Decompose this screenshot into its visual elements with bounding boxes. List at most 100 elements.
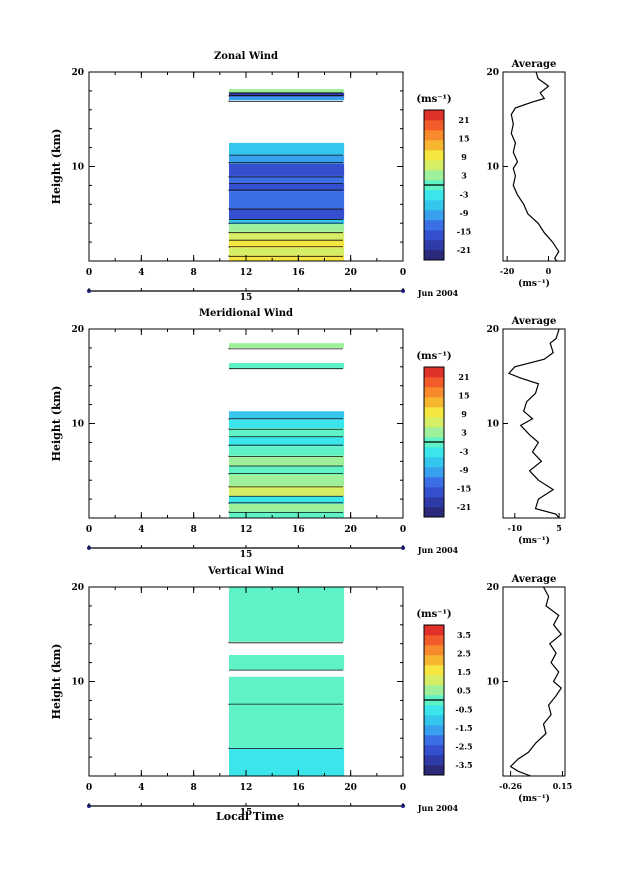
profile-y-tick-label: 20 [486, 325, 499, 335]
colorbar-swatch [424, 625, 444, 636]
heatmap-band [228, 747, 345, 776]
profile-x-tick-label: -10 [508, 523, 523, 533]
profile-title: Average [511, 574, 557, 585]
profile-frame [502, 71, 566, 262]
y-axis-label: Height (km) [50, 644, 63, 720]
heatmap-band [228, 446, 345, 456]
heatmap-band [228, 587, 345, 642]
contour-line [228, 444, 343, 447]
heatmap-band [228, 466, 345, 475]
colorbar-swatch [424, 150, 444, 161]
colorbar-swatch [424, 130, 444, 141]
panel-title: Zonal Wind [214, 51, 278, 62]
x-tick-label: 20 [344, 783, 357, 793]
contour-line [228, 175, 343, 178]
colorbar-swatch [424, 367, 444, 378]
heatmap-band [228, 96, 345, 101]
profile-x-tick-label: 5 [556, 523, 562, 533]
contour-line [228, 473, 343, 475]
heatmap-band [228, 705, 345, 748]
heatmap-band [228, 191, 345, 209]
colorbar-tick-label: -15 [457, 483, 471, 493]
colorbar-tick-label: -9 [460, 208, 469, 218]
contour-line [228, 502, 343, 504]
x-tick-label: 12 [240, 525, 253, 535]
colorbar-swatch [424, 140, 444, 151]
colorbar-swatch [424, 447, 444, 458]
profile-x-label: (ms⁻¹) [518, 793, 550, 804]
profile-x-tick-label: -0.26 [499, 781, 522, 791]
colorbar-tick-label: -21 [457, 245, 471, 255]
day-label: 15 [240, 550, 253, 560]
profile-frame [502, 586, 566, 777]
colorbar-tick-label: 1.5 [457, 667, 471, 677]
profile-title: Average [511, 59, 557, 70]
colorbar-tick-label: -3 [460, 189, 469, 199]
panel-title: Meridional Wind [199, 308, 293, 319]
colorbar-swatch [424, 635, 444, 646]
profile-frame [502, 328, 566, 519]
colorbar-tick-label: -1.5 [455, 723, 472, 733]
colorbar-swatch [424, 200, 444, 211]
x-tick-label: 12 [240, 268, 253, 278]
x-tick-label: 8 [191, 525, 197, 535]
heatmap-band [228, 175, 345, 184]
colorbar-tick-label: -0.5 [455, 704, 472, 714]
contour-line [228, 162, 343, 164]
colorbar-tick-label: -3 [460, 446, 469, 456]
colorbar-swatch [424, 685, 444, 696]
profile-y-tick-label: 10 [486, 163, 499, 173]
colorbar-tick-label: -15 [457, 226, 471, 236]
profile-x-label: (ms⁻¹) [518, 535, 550, 546]
colorbar-swatch [424, 765, 444, 776]
profile-line [509, 586, 563, 777]
profile-x-label: (ms⁻¹) [518, 278, 550, 289]
heatmap-band [228, 155, 345, 164]
colorbar-swatch [424, 675, 444, 686]
colorbar-swatch [424, 170, 444, 181]
heatmap-band [228, 363, 345, 369]
colorbar-swatch [424, 377, 444, 388]
colorbar-tick-label: -3.5 [455, 760, 472, 770]
y-tick-label: 20 [71, 68, 84, 78]
x-tick-label: 4 [138, 268, 144, 278]
heatmap-band [228, 411, 345, 420]
y-tick-label: 20 [71, 325, 84, 335]
colorbar-swatch [424, 745, 444, 756]
colorbar-swatch [424, 645, 444, 656]
heatmap-band [228, 224, 345, 232]
profile-line [507, 328, 560, 519]
profile-y-tick-label: 10 [486, 420, 499, 430]
profile-y-tick-label: 10 [486, 678, 499, 688]
colorbar-swatch [424, 397, 444, 408]
colorbar-swatch [424, 665, 444, 676]
colorbar-swatch [424, 655, 444, 666]
heatmap-band [228, 474, 345, 486]
heatmap-band [228, 655, 345, 671]
heatmap-band [228, 676, 345, 706]
x-tick-label: 8 [191, 783, 197, 793]
profile-y-tick-label: 20 [486, 68, 499, 78]
colorbar-tick-label: 9 [461, 409, 467, 419]
heatmap-band [228, 247, 345, 256]
contour-line [228, 455, 343, 458]
contour-line [228, 418, 343, 420]
contour-line [228, 703, 343, 706]
colorbar-swatch [424, 477, 444, 488]
colorbar-swatch [424, 427, 444, 438]
colorbar-swatch [424, 725, 444, 736]
heatmap-band [228, 436, 345, 447]
x-tick-label: 20 [344, 268, 357, 278]
contour-line [228, 95, 343, 97]
colorbar-tick-label: 21 [458, 372, 469, 382]
colorbar-unit: (ms⁻¹) [416, 94, 451, 105]
heatmap-band [228, 455, 345, 467]
heatmap-band [228, 343, 345, 348]
x-tick-label: 20 [344, 525, 357, 535]
colorbar-swatch [424, 417, 444, 428]
colorbar-tick-label: 2.5 [457, 649, 471, 659]
x-tick-label: 4 [138, 783, 144, 793]
date-label: Jun 2004 [417, 545, 459, 555]
colorbar-swatch [424, 755, 444, 766]
